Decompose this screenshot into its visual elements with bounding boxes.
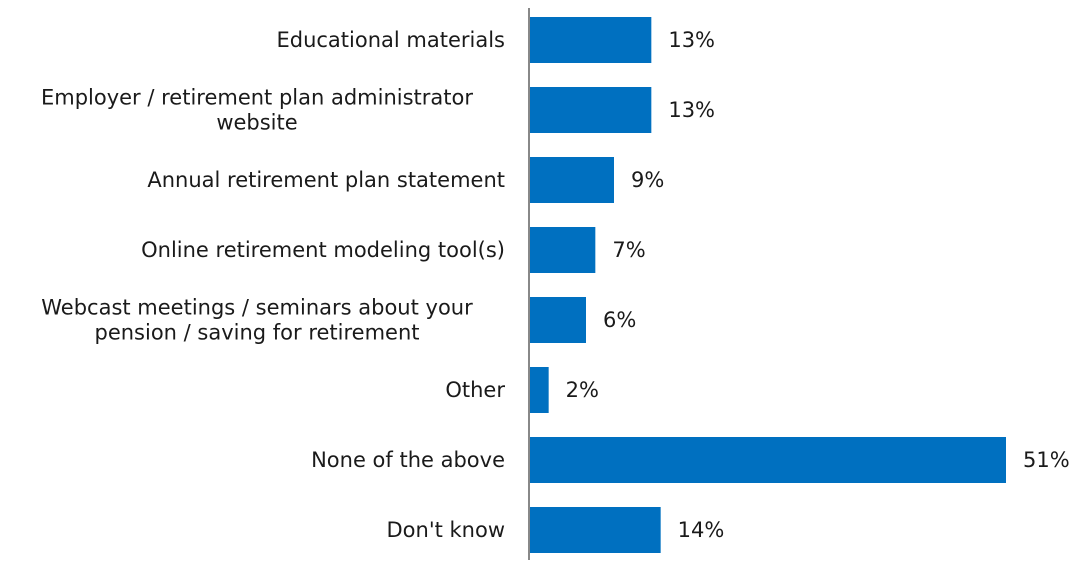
category-label-4-line-1: pension / saving for retirement — [94, 321, 419, 345]
data-label-5: 2% — [566, 378, 599, 402]
category-labels: Educational materials Employer / retireme… — [41, 28, 505, 542]
data-label-3: 7% — [612, 238, 645, 262]
category-label-1: Employer / retirement plan administrator… — [41, 86, 473, 135]
data-label-4: 6% — [603, 308, 636, 332]
bar-5 — [530, 367, 549, 413]
category-label-6: None of the above — [311, 448, 505, 472]
data-label-2: 9% — [631, 168, 664, 192]
bar-2 — [530, 157, 614, 203]
bar-3 — [530, 227, 596, 273]
category-label-4: Webcast meetings / seminars about your pe… — [41, 296, 473, 345]
data-label-7: 14% — [678, 518, 725, 542]
category-label-5: Other — [445, 378, 505, 402]
category-label-7: Don't know — [386, 518, 505, 542]
category-label-4-line-0: Webcast meetings / seminars about your — [41, 296, 473, 320]
category-label-0: Educational materials — [276, 28, 505, 52]
category-label-1-line-1: website — [216, 111, 297, 135]
bar-0 — [530, 17, 652, 63]
bar-7 — [530, 507, 661, 553]
data-label-6: 51% — [1023, 448, 1070, 472]
data-label-0: 13% — [668, 28, 715, 52]
data-label-1: 13% — [668, 98, 715, 122]
bar-6 — [530, 437, 1006, 483]
bars — [530, 17, 1006, 553]
category-label-1-line-0: Employer / retirement plan administrator — [41, 86, 473, 110]
bar-4 — [530, 297, 586, 343]
data-labels: 13% 13% 9% 7% 6% 2% 51% 14% — [566, 28, 1070, 542]
bar-1 — [530, 87, 652, 133]
category-label-2: Annual retirement plan statement — [147, 168, 505, 192]
category-label-3: Online retirement modeling tool(s) — [141, 238, 505, 262]
